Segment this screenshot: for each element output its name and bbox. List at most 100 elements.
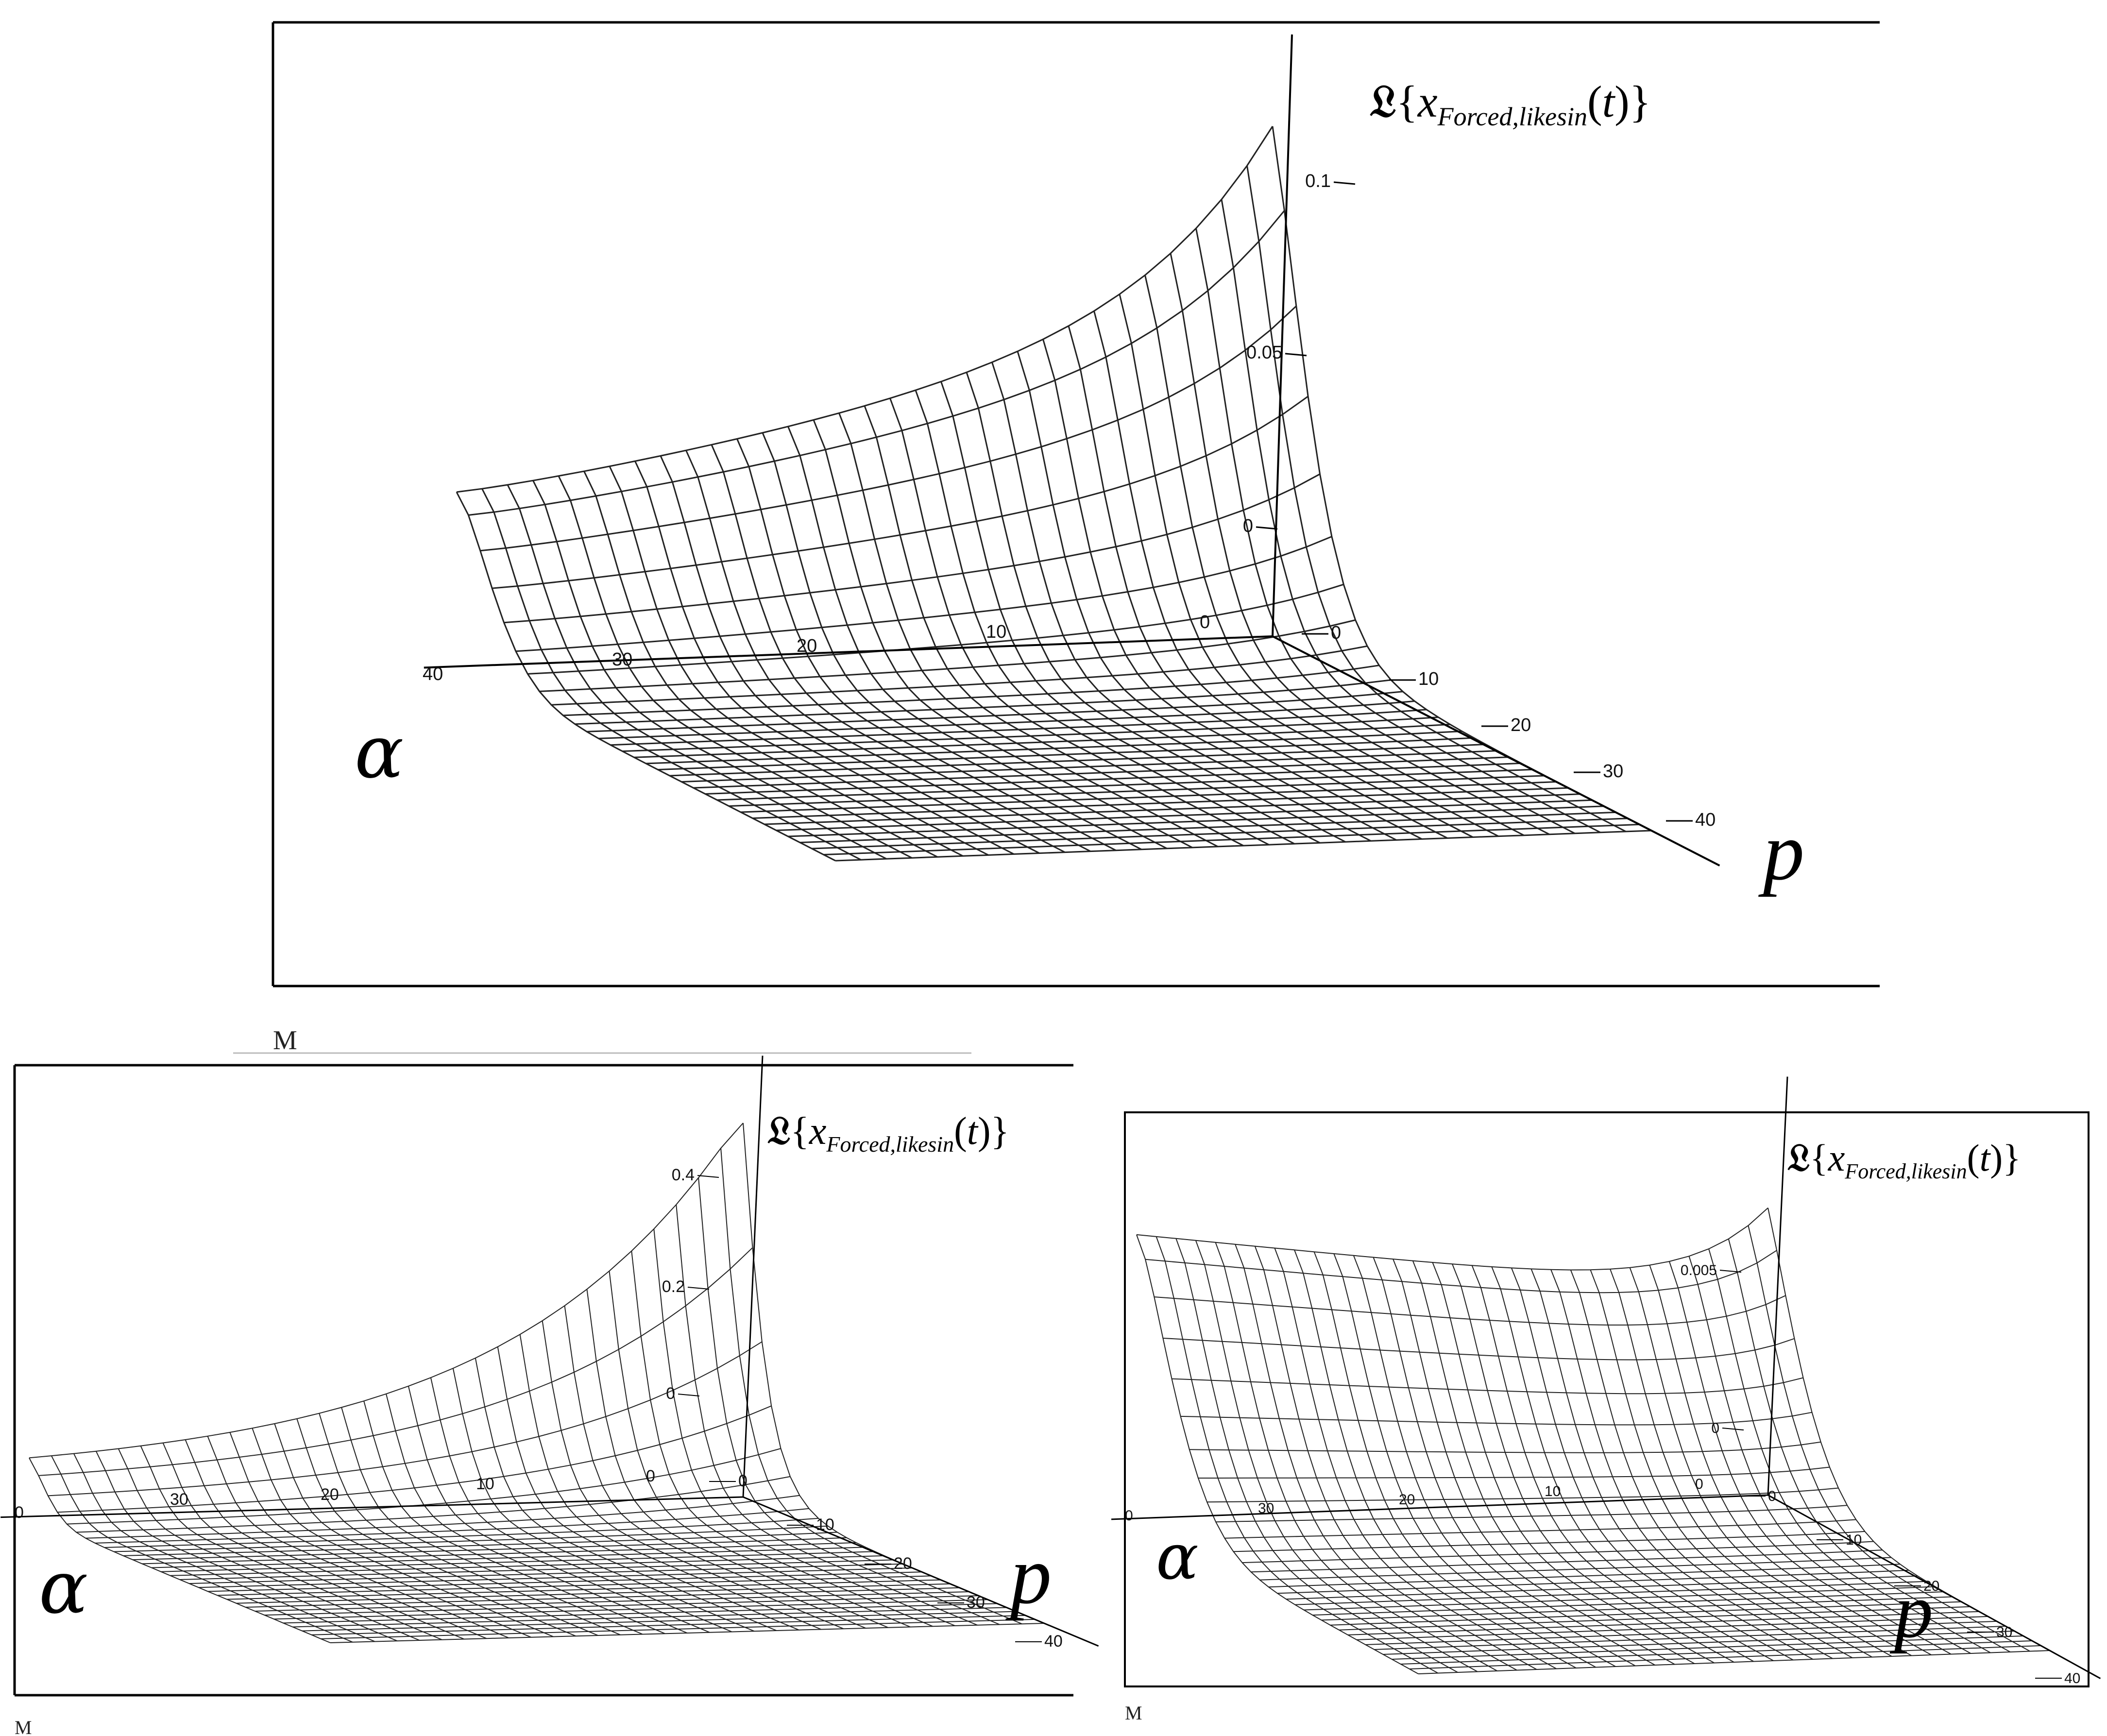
mesh-line-p [1286, 1575, 1918, 1600]
mesh-line-p [492, 395, 1308, 589]
z-axis-label: 𝔏{xForced,likesin(t)} [767, 1107, 1009, 1157]
mesh-line-p [1268, 1564, 1900, 1588]
alpha-tick-label: 20 [797, 636, 817, 656]
p-tick-label: 20 [1923, 1578, 1939, 1594]
mesh-line-p [740, 781, 1557, 813]
mesh-line-p [1145, 1250, 1777, 1293]
mesh-line-alpha [1170, 253, 1550, 835]
mesh-line-p [646, 731, 1462, 765]
mesh-line-p [776, 799, 1593, 831]
alpha-axis-label: α [355, 710, 404, 795]
mesh-line-p [1365, 1620, 1997, 1645]
alpha-axis-label: α [1156, 1520, 1199, 1594]
mesh-line-p [48, 1341, 763, 1497]
z-tick-mark [1333, 181, 1356, 185]
mesh-line-p [311, 1615, 1026, 1635]
mesh-line-p [255, 1591, 969, 1612]
mesh-line-p [610, 709, 1427, 746]
alpha-tick-label: 0 [1200, 612, 1210, 632]
alpha-tick-label: 30 [170, 1490, 188, 1509]
z-tick-label: 0.05 [1246, 342, 1282, 363]
mesh-line-p [456, 126, 1274, 493]
mesh-line-p [515, 536, 1332, 652]
surface-mesh [1136, 1207, 2050, 1674]
mesh-line-p [198, 1567, 913, 1588]
mesh-line-p [114, 1525, 828, 1552]
mesh-line-p [142, 1542, 856, 1565]
p-axis-label: p [1005, 1530, 1052, 1621]
p-tick-label: 30 [967, 1593, 985, 1612]
p-tick-label: 0 [1768, 1488, 1776, 1504]
mesh-line-p [1154, 1295, 1786, 1326]
panel-frame [1124, 1111, 2090, 1687]
surface-panel-bottom-left: 0.4 0.2 0 0 30 20 10 0 0 10 20 30 40 𝔏{xForced,likes… [0, 1055, 1099, 1697]
surface-panel-top: 0.1 0.05 0 40 30 20 10 0 0 10 20 30 40 𝔏{xForced,lik… [272, 21, 1880, 987]
z-tick-label: 0 [1711, 1420, 1719, 1436]
mesh-line-p [1163, 1338, 1795, 1361]
page-marker-1: M [273, 1025, 297, 1055]
mesh-line-p [226, 1579, 941, 1600]
mesh-line-p [717, 768, 1533, 801]
alpha-tick-label: 0 [15, 1503, 24, 1522]
mesh-line-p [1259, 1557, 1891, 1581]
mesh-line-alpha [519, 1334, 821, 1630]
mesh-line-alpha [1353, 1255, 1636, 1667]
mesh-line-alpha [1175, 1238, 1458, 1673]
mesh-line-alpha [1748, 1225, 2030, 1652]
z-tick-mark [1719, 1270, 1742, 1273]
z-tick-label: 0 [1243, 516, 1253, 536]
z-tick-label: 0.2 [662, 1277, 685, 1296]
z-axis-line [1272, 34, 1293, 637]
mesh-line-p [273, 1599, 988, 1620]
mesh-line-p [302, 1611, 1016, 1632]
mesh-line-p [170, 1555, 884, 1576]
mesh-line-p [151, 1547, 866, 1568]
surface-panel-bottom-right: 0.005 0 0 30 20 10 0 0 10 20 30 40 𝔏{xForced,likesi… [1111, 1076, 2101, 1687]
mesh-line-p [283, 1603, 998, 1624]
alpha-tick-label: 0 [1695, 1476, 1703, 1492]
alpha-tick-label: 0 [646, 1467, 655, 1485]
z-tick-mark [678, 1394, 700, 1396]
mesh-line-p [1136, 1207, 1768, 1271]
z-tick-label: 0 [666, 1384, 675, 1403]
alpha-tick-label: 20 [1399, 1492, 1415, 1508]
z-axis-label: 𝔏{xForced,likesin(t)} [1787, 1136, 2021, 1183]
mesh-line-p [1180, 1412, 1812, 1426]
surface-mesh [456, 126, 1652, 862]
z-tick-mark [697, 1175, 719, 1178]
z-axis-line [1767, 1076, 1788, 1496]
mesh-line-p [104, 1517, 819, 1548]
axes: 0.1 0.05 0 40 30 20 10 0 0 10 20 30 40 [423, 34, 1720, 867]
mesh-line-p [551, 645, 1368, 706]
mesh-line-alpha [1313, 1251, 1597, 1668]
mesh-line-p [799, 811, 1616, 843]
p-tick-label: 40 [1695, 810, 1716, 830]
mesh-line-p [264, 1595, 979, 1616]
mesh-line-p [1392, 1635, 2023, 1660]
mesh-line-alpha [1412, 1260, 1695, 1664]
mesh-line-alpha [1155, 1236, 1439, 1674]
mesh-line-p [835, 830, 1652, 862]
mesh-line-p [1224, 1519, 1856, 1539]
p-tick-label: 30 [1996, 1624, 2012, 1640]
mesh-line-p [292, 1607, 1007, 1628]
mesh-line-p [504, 473, 1321, 624]
mesh-line-p [622, 716, 1439, 752]
mesh-line-alpha [698, 1177, 1000, 1625]
alpha-tick-label: 10 [1545, 1483, 1561, 1499]
mesh-line-p [658, 737, 1474, 770]
alpha-tick-label: 0 [1125, 1508, 1133, 1524]
mesh-line-alpha [1136, 1234, 1419, 1674]
mesh-line-p [1312, 1591, 1944, 1616]
mesh-line-p [480, 306, 1297, 552]
mesh-line-p [1295, 1581, 1927, 1605]
mesh-line-p [764, 793, 1580, 825]
mesh-line-p [1242, 1541, 1874, 1564]
mesh-line-p [67, 1448, 781, 1525]
alpha-axis-line [0, 1496, 744, 1518]
p-tick-label: 30 [1603, 761, 1623, 782]
mesh-line-alpha [711, 444, 1091, 852]
p-tick-label: 0 [738, 1472, 748, 1490]
alpha-axis-line [424, 635, 1273, 669]
